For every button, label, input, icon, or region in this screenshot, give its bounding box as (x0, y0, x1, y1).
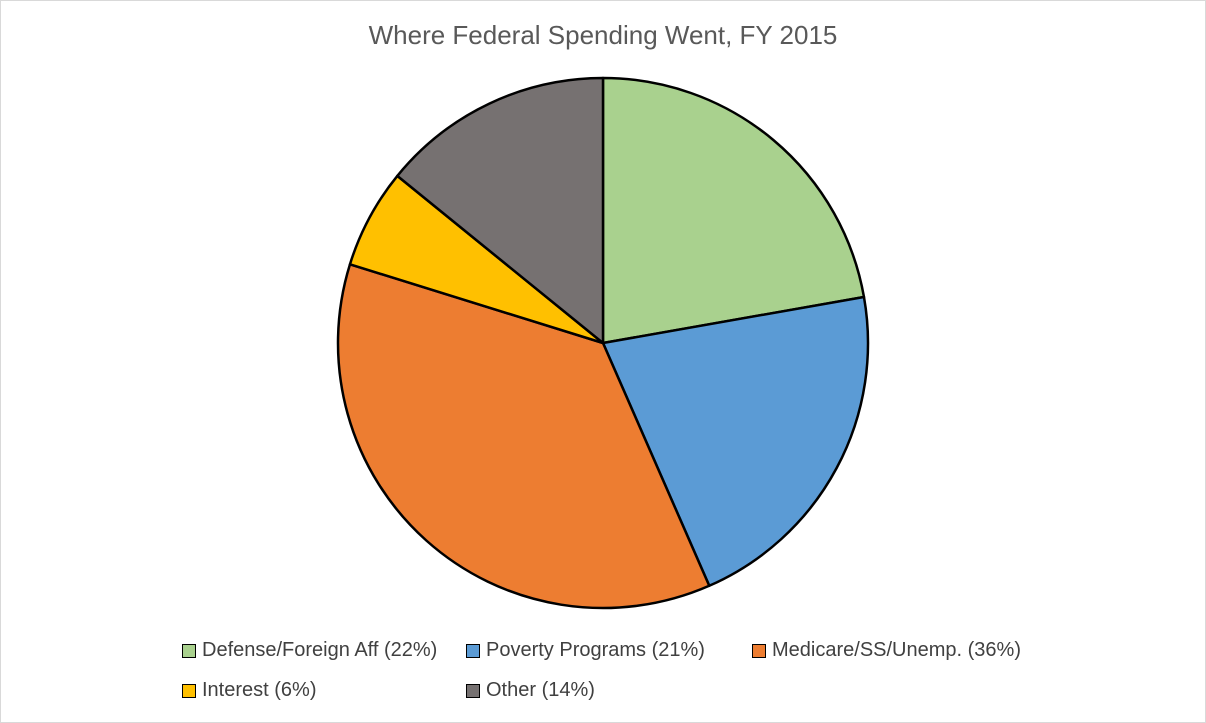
chart-title: Where Federal Spending Went, FY 2015 (368, 20, 838, 50)
pie-slice-medicare (336, 263, 711, 610)
pie-slice-defense (601, 76, 866, 345)
pie-slice-other (396, 76, 605, 345)
pie-slice-poverty (601, 295, 870, 588)
